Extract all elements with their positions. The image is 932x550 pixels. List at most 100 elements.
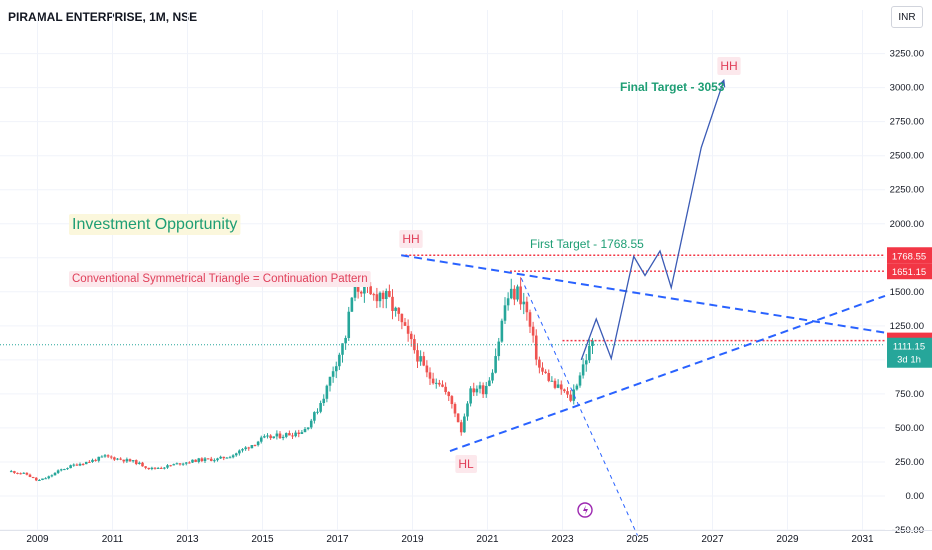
candle-body (66, 468, 69, 470)
candle-body (397, 307, 401, 314)
candle-body (325, 385, 329, 399)
candle-body (194, 459, 197, 462)
investment-label-bg (69, 214, 241, 235)
candle-body (491, 372, 494, 381)
candle-body (447, 392, 451, 397)
y-tick-label: 250.00 (895, 457, 924, 468)
candle-body (334, 366, 338, 372)
y-tick-label: 3000.00 (890, 83, 924, 94)
candle-body (309, 420, 313, 428)
x-tick-label: 2013 (176, 534, 199, 545)
candle-body (438, 382, 441, 385)
hh-right-label: HH (720, 59, 737, 73)
candle-body (509, 288, 513, 299)
candle-body (431, 378, 435, 384)
candle-body (28, 474, 32, 477)
candle-body (306, 427, 310, 429)
line-layer (0, 79, 886, 536)
candle-body (453, 404, 457, 414)
candle-body (100, 456, 104, 458)
currency-button[interactable]: INR (891, 6, 923, 28)
candle-body (303, 428, 307, 433)
candle-body (213, 460, 216, 462)
candle-body (588, 346, 591, 361)
projection-arrowhead (718, 79, 726, 88)
candle-layer (9, 273, 594, 482)
candle-body (494, 356, 497, 373)
candle-body (450, 396, 454, 405)
candle-body (575, 385, 579, 390)
candle-body (25, 472, 29, 475)
lightning-icon (583, 505, 588, 515)
y-tick-label: 2500.00 (890, 151, 924, 162)
candle-body (472, 388, 476, 393)
candle-body (319, 403, 322, 412)
candle-body (216, 458, 219, 461)
candle-body (141, 462, 144, 467)
candle-body (203, 458, 207, 462)
candle-body (128, 459, 132, 462)
candle-body (503, 305, 507, 321)
candle-body (559, 384, 563, 390)
candle-body (403, 322, 407, 326)
candle-body (556, 384, 560, 388)
candle-body (372, 294, 376, 296)
candle-body (275, 433, 279, 437)
level-badge-label: 1651.15 (892, 267, 926, 278)
x-tick-label: 2017 (326, 534, 349, 545)
breakdown-line (520, 277, 638, 536)
candle-body (463, 416, 466, 433)
candle-body (525, 301, 529, 313)
candle-body (244, 447, 247, 450)
candle-body (331, 371, 335, 377)
candle-body (259, 437, 263, 442)
candle-body (191, 459, 194, 463)
candle-body (206, 458, 210, 460)
x-tick-label: 2027 (701, 534, 724, 545)
x-tick-label: 2011 (102, 534, 124, 545)
pattern-label: Conventional Symmetrical Triangle = Cont… (72, 273, 368, 285)
candle-body (116, 458, 119, 460)
y-tick-label: 2000.00 (890, 219, 924, 230)
candle-body (441, 384, 444, 387)
candle-body (13, 471, 16, 473)
candle-body (541, 367, 544, 372)
investment-label: Investment Opportunity (72, 216, 237, 233)
candle-body (34, 477, 38, 481)
candle-body (294, 432, 297, 437)
level-badge (887, 247, 932, 264)
x-tick-label: 2015 (251, 534, 274, 545)
candle-body (534, 335, 538, 360)
candle-body (38, 480, 41, 482)
candle-body (266, 435, 269, 437)
candle-body (466, 403, 469, 417)
candle-body (444, 386, 447, 393)
candle-body (388, 290, 391, 297)
candle-body (425, 365, 429, 373)
candle-body (297, 432, 301, 434)
candle-body (409, 333, 413, 340)
candle-body (109, 456, 113, 458)
candle-body (147, 467, 151, 470)
candle-body (9, 471, 13, 473)
candle-body (459, 422, 463, 433)
hh-left-label: HH (402, 232, 419, 246)
candle-body (422, 356, 426, 366)
candle-body (544, 371, 547, 373)
candle-body (119, 458, 122, 460)
candle-body (513, 288, 516, 300)
candle-body (497, 341, 501, 357)
candle-body (31, 476, 35, 478)
candle-body (69, 465, 72, 469)
candle-body (81, 463, 85, 465)
x-tick-label: 2023 (551, 534, 574, 545)
candle-body (506, 298, 510, 306)
candle-body (134, 460, 138, 464)
x-tick-label: 2009 (26, 534, 49, 545)
last-price-label: 1111.15 (893, 342, 925, 353)
candle-body (291, 435, 294, 437)
candle-body (300, 432, 304, 434)
candle-body (528, 312, 532, 327)
candle-body (56, 470, 60, 473)
